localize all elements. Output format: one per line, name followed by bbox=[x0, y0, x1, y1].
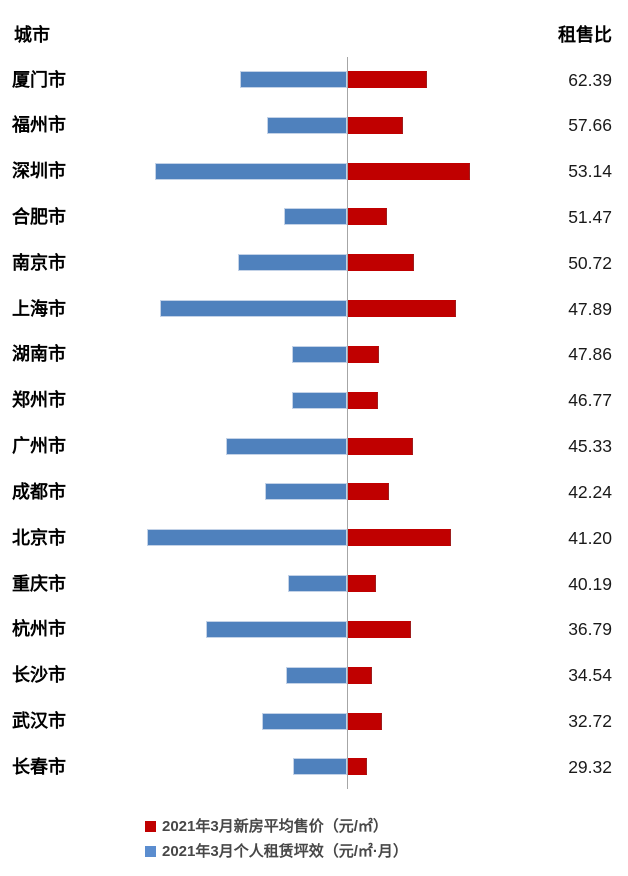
rent-bar bbox=[238, 254, 347, 272]
ratio-value: 34.54 bbox=[568, 665, 612, 686]
price-bar bbox=[347, 208, 387, 226]
price-bar bbox=[347, 437, 413, 455]
rent-bar bbox=[226, 437, 347, 455]
rent-series-swatch-icon bbox=[145, 846, 156, 857]
legend-item-rent: 2021年3月个人租赁坪效（元/㎡·月） bbox=[145, 839, 408, 864]
category-label: 重庆市 bbox=[12, 573, 66, 594]
ratio-value: 36.79 bbox=[568, 619, 612, 640]
rent-bar bbox=[206, 620, 347, 638]
rent-bar bbox=[160, 300, 347, 318]
price-bar bbox=[347, 666, 372, 684]
rent-bar bbox=[292, 391, 347, 409]
ratio-value: 57.66 bbox=[568, 115, 612, 136]
ratio-value: 41.20 bbox=[568, 527, 612, 548]
category-label: 北京市 bbox=[12, 527, 66, 548]
rent-bar bbox=[288, 575, 347, 593]
price-bar bbox=[347, 712, 382, 730]
price-bar bbox=[347, 529, 451, 547]
ratio-value: 62.39 bbox=[568, 69, 612, 90]
category-label: 合肥市 bbox=[12, 206, 66, 227]
legend-item-price: 2021年3月新房平均售价（元/㎡） bbox=[145, 814, 408, 839]
ratio-value: 46.77 bbox=[568, 390, 612, 411]
ratio-value: 45.33 bbox=[568, 436, 612, 457]
rent-bar bbox=[267, 116, 347, 134]
category-label: 上海市 bbox=[12, 298, 66, 319]
price-bar bbox=[347, 483, 389, 501]
price-bar bbox=[347, 116, 403, 134]
ratio-value: 51.47 bbox=[568, 206, 612, 227]
ratio-value: 29.32 bbox=[568, 756, 612, 777]
rent-series-label: 2021年3月个人租赁坪效（元/㎡·月） bbox=[162, 843, 408, 860]
category-label: 长沙市 bbox=[12, 665, 66, 686]
price-bar bbox=[347, 71, 427, 88]
category-label: 深圳市 bbox=[12, 161, 66, 182]
price-series-swatch-icon bbox=[145, 821, 156, 832]
ratio-value: 47.86 bbox=[568, 344, 612, 365]
rent-bar bbox=[265, 483, 347, 501]
category-label: 杭州市 bbox=[12, 619, 66, 640]
ratio-value: 50.72 bbox=[568, 252, 612, 273]
category-label: 长春市 bbox=[12, 756, 66, 777]
rent-bar bbox=[286, 666, 347, 684]
price-series-label: 2021年3月新房平均售价（元/㎡） bbox=[162, 818, 388, 835]
price-bar bbox=[347, 162, 470, 180]
category-label: 成都市 bbox=[12, 481, 66, 502]
rent-bar bbox=[147, 529, 347, 547]
category-label: 湖南市 bbox=[12, 344, 66, 365]
ratio-value: 42.24 bbox=[568, 481, 612, 502]
category-label: 南京市 bbox=[12, 252, 66, 273]
category-label: 郑州市 bbox=[12, 390, 66, 411]
ratio-value: 47.89 bbox=[568, 298, 612, 319]
ratio-value: 40.19 bbox=[568, 573, 612, 594]
category-label: 福州市 bbox=[12, 115, 66, 136]
price-bar bbox=[347, 345, 379, 363]
price-bar bbox=[347, 758, 367, 776]
ratio-value: 32.72 bbox=[568, 711, 612, 732]
price-bar bbox=[347, 575, 376, 593]
price-bar bbox=[347, 254, 414, 272]
category-label: 厦门市 bbox=[12, 69, 66, 90]
rent-bar bbox=[240, 71, 347, 88]
rent-bar bbox=[155, 162, 347, 180]
city-column-header: 城市 bbox=[14, 25, 50, 45]
price-bar bbox=[347, 300, 456, 318]
chart-legend: 2021年3月新房平均售价（元/㎡） 2021年3月个人租赁坪效（元/㎡·月） bbox=[145, 814, 408, 864]
rent-bar bbox=[292, 345, 347, 363]
category-label: 广州市 bbox=[12, 436, 66, 457]
category-label: 武汉市 bbox=[12, 711, 66, 732]
ratio-column-header: 租售比 bbox=[558, 25, 612, 45]
axis-baseline bbox=[347, 57, 348, 789]
rent-bar bbox=[293, 758, 347, 776]
rent-bar bbox=[262, 712, 347, 730]
price-bar bbox=[347, 391, 378, 409]
price-bar bbox=[347, 620, 411, 638]
ratio-value: 53.14 bbox=[568, 161, 612, 182]
rent-bar bbox=[284, 208, 347, 226]
